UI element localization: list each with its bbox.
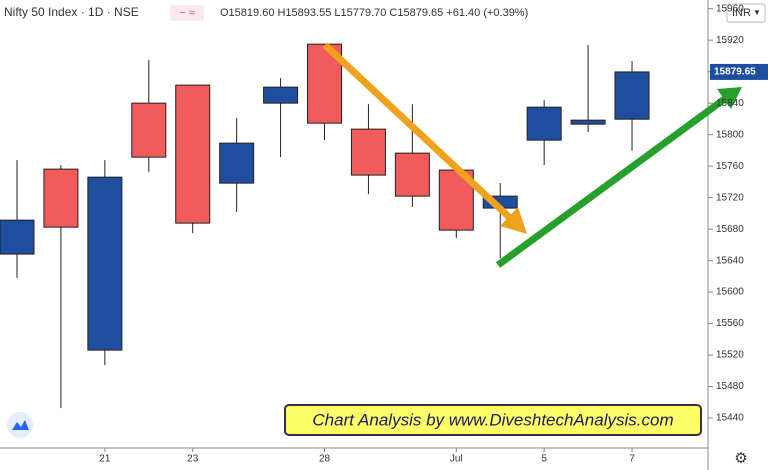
candle-body [87,176,123,351]
arrow-shaft [322,42,513,221]
y-tick-label: 15560 [716,318,744,329]
y-tick-label: 15440 [716,413,744,424]
candle-body [614,71,650,120]
arrow-head [717,87,742,109]
green-arrow [495,87,742,268]
candle-body [43,168,79,228]
last-price-label: 15879.65 [714,67,756,78]
x-tick-label: Jul [450,454,463,465]
candle-body [263,86,299,104]
arrow-shaft [495,95,729,268]
currency-button[interactable] [726,3,766,23]
x-tick-label: 7 [629,454,635,465]
compare-icon: − ≈ [179,7,195,19]
candle-body [131,102,167,158]
y-tick-label: 15640 [716,255,744,266]
y-tick-label: 15800 [716,129,744,140]
annotation-text: Chart Analysis by www.DiveshtechAnalysis… [312,410,673,429]
y-tick-label: 15840 [716,98,744,109]
x-tick-label: 23 [187,454,199,465]
logo-icon [12,420,29,430]
x-tick-label: 5 [541,454,547,465]
ohlc-values: O15819.60 H15893.55 L15779.70 C15879.65 … [220,7,528,19]
x-tick-label: 28 [319,454,331,465]
candle-body [350,128,386,176]
candle-body [570,119,606,125]
y-tick-label: 15680 [716,224,744,235]
arrow-head [500,207,527,234]
candle-body [0,219,35,255]
last-price-box [710,63,768,80]
y-tick-label: 15520 [716,350,744,361]
symbol-title: Nifty 50 Index · 1D · NSE [4,5,139,19]
x-tick-label: 21 [99,454,111,465]
y-tick-label: 15760 [716,161,744,172]
orange-arrow [322,42,527,234]
settings-icon[interactable]: ⚙ [734,450,747,467]
y-tick-label: 15480 [716,381,744,392]
candle-body [219,142,255,184]
y-tick-label: 15920 [716,35,744,46]
y-tick-label: 15960 [716,3,744,14]
candle-body [175,84,211,224]
currency: INR [732,7,751,19]
compare-button[interactable] [170,5,204,21]
candle-body [394,152,430,197]
annotation-box [284,404,702,436]
logo[interactable] [7,412,33,438]
dropdown-icon: ▼ [753,8,761,17]
candle-body [526,106,562,141]
plot [0,43,650,409]
y-tick-label: 15600 [716,287,744,298]
y-tick-label: 15720 [716,192,744,203]
